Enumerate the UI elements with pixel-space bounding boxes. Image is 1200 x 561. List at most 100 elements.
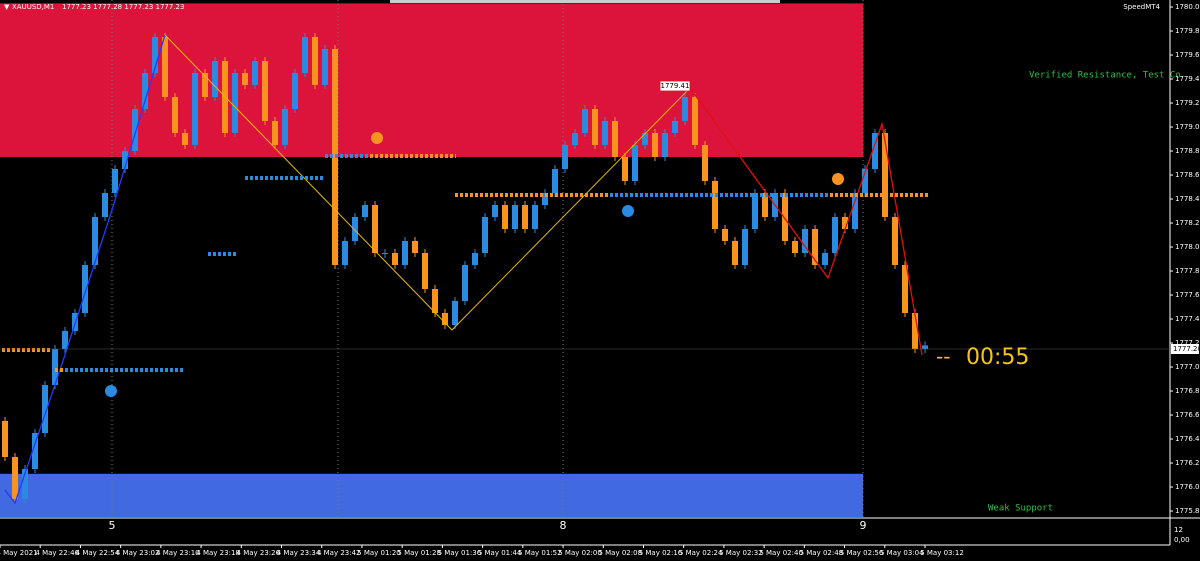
signal-dot [622,205,634,217]
price-tick-label: 1779.05 [1175,123,1200,131]
price-tick-label: 1779.25 [1175,99,1200,107]
candle-body [642,133,648,145]
zigzag-red [689,87,923,356]
time-label: 5 May 02:56 [840,549,884,557]
time-label: 4 May 23:18 [196,549,240,557]
candle-body [872,133,878,169]
candle-body [572,133,578,145]
price-tag: 1779.41 [661,82,690,90]
candle-body [2,421,8,457]
candle-body [652,133,658,157]
candle-body [722,229,728,241]
candle-body [782,193,788,241]
zigzag-yellow [164,34,691,331]
candle-body [862,169,868,193]
price-tick-label: 1776.25 [1175,459,1200,467]
brand: SpeedMT4 [1123,3,1160,11]
candle-body [632,145,638,181]
candle-body [702,145,708,181]
candle-body [292,73,298,109]
time-label: 5 May 01:36 [438,549,482,557]
candle-body [812,229,818,265]
candle-body [852,193,858,229]
candle-body [302,37,308,73]
candle-body [802,229,808,253]
scroll-indicator [390,0,780,3]
price-tick-label: 1780.05 [1175,3,1200,11]
candle-body [312,37,318,85]
current-price-label: 1777.20 [1173,345,1200,353]
candle-body [492,205,498,217]
candle-body [152,37,158,73]
timer-prefix: -- [936,345,950,369]
candle-body [322,49,328,85]
time-label: 4 May 23:42 [317,549,361,557]
candle-body [532,205,538,229]
candle-body [32,433,38,469]
candle-body [672,121,678,133]
price-tick-label: 1779.85 [1175,27,1200,35]
price-tick-label: 1777.85 [1175,267,1200,275]
candle-body [552,169,558,193]
price-tick-label: 1778.85 [1175,147,1200,155]
ohlc: 1777.23 1777.28 1777.23 1777.23 [62,3,184,11]
candle-body [252,61,258,85]
time-label: 5 May 03:04 [880,549,924,557]
candle-body [542,193,548,205]
resistance-zone [0,3,863,158]
day-label: 5 [109,519,116,532]
signal-dot [371,132,383,144]
sub-axis-bottom: 0,00 [1174,536,1190,544]
candle-body [402,241,408,265]
candle-body [882,133,888,217]
candle-body [462,265,468,301]
price-tick-label: 1776.85 [1175,387,1200,395]
candle-body [422,253,428,289]
candle-body [232,73,238,133]
signals [105,132,844,397]
time-label: 5 May 02:40 [759,549,803,557]
price-tick-label: 1778.45 [1175,195,1200,203]
candle-body [62,331,68,349]
candle-body [102,193,108,217]
time-label: 4 May 22:54 [76,549,120,557]
time-label: 5 May 01:20 [357,549,401,557]
candle-body [412,241,418,253]
candle-body [602,121,608,145]
time-label: 5 May 02:48 [800,549,844,557]
price-tick-label: 1779.45 [1175,75,1200,83]
candle-body [732,241,738,265]
candle-body [912,313,918,349]
candle-body [202,73,208,97]
time-label: 5 May 02:32 [719,549,763,557]
timer: 00:55 [966,345,1029,370]
header-arrow: ▼ [4,3,10,11]
candle-body [432,289,438,313]
candle-body [212,61,218,97]
candle-body [712,181,718,229]
price-tick-label: 1775.85 [1175,507,1200,515]
resistance-label: Verified Resistance, Test Co [1029,71,1181,81]
support-zone [0,473,863,517]
price-tick-label: 1778.05 [1175,243,1200,251]
candle-body [172,97,178,133]
candle-body [242,73,248,85]
time-label: 4 May 23:34 [277,549,321,557]
time-label: 5 May 02:08 [598,549,642,557]
support-label: Weak Support [988,504,1053,514]
price-tick-label: 1778.25 [1175,219,1200,227]
price-tick-label: 1777.05 [1175,363,1200,371]
candle-body [142,73,148,109]
time-label: 4 May 2021 [0,549,38,557]
time-label: 4 May 22:46 [35,549,79,557]
candle-body [482,217,488,253]
candle-body [622,157,628,181]
candle-body [832,217,838,253]
time-label: 4 May 23:02 [116,549,160,557]
candle-body [352,217,358,241]
price-tick-label: 1779.65 [1175,51,1200,59]
candle-body [132,109,138,151]
price-tick-label: 1778.65 [1175,171,1200,179]
candle-body [52,349,58,385]
